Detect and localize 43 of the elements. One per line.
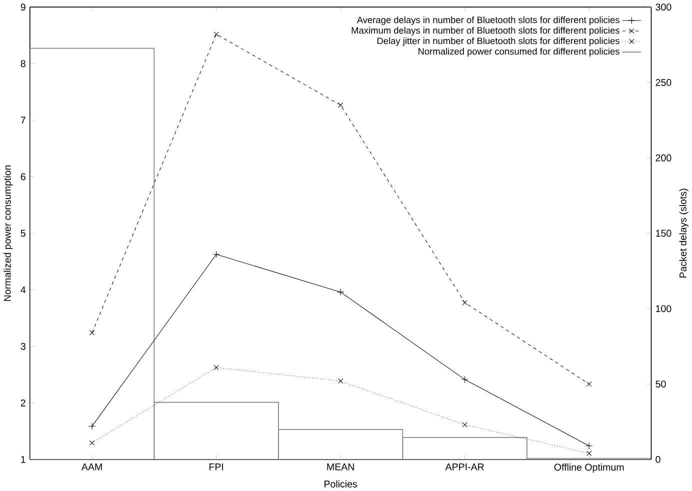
point [461,376,468,384]
x-tick-label: Offline Optimum [554,463,624,473]
y2-tick-label: 100 [656,305,672,312]
y2-axis-title: Packet delays (slots) [679,188,688,278]
y-tick-label: 2 [20,399,26,406]
y2-tick-label: 50 [656,380,666,388]
x-tick-label: FPI [209,463,224,470]
legend-label: Maximum delays in number of Bluetooth slots for different policies [352,26,620,36]
y-tick-label: 5 [20,230,26,237]
y2-tick-label: 150 [656,230,672,237]
y2-tick-label: 250 [656,78,672,86]
y-tick-label: 9 [20,4,26,10]
point [88,422,96,430]
y-tick-label: 8 [20,60,26,68]
point [214,32,219,37]
x-tick-label: MEAN [327,463,354,470]
point [214,364,219,370]
point [89,330,95,336]
legend-label: Average delays in number of Bluetooth slots for different policies [356,16,620,25]
legend-label: Delay jitter in number of Bluetooth slots for different policies [377,37,620,46]
point [586,442,593,450]
y2-tick-label: 200 [656,154,672,162]
point [338,378,344,384]
legend-label: Normalized power consumed for different policies [418,48,620,56]
y2-tick-label: 300 [656,4,672,10]
y2-tick-label: 0 [656,456,660,463]
x-tick-label: APPI-AR [445,463,484,470]
y-tick-label: 6 [20,173,26,180]
point [89,440,95,446]
point [337,288,344,296]
x-axis-title: Policies [324,480,358,488]
point [586,450,592,456]
point [338,102,344,108]
y-tick-label: 7 [20,116,26,124]
y-tick-label: 1 [21,456,26,463]
y-axis-title: Normalized power consumption [4,165,13,301]
y-tick-label: 3 [20,342,26,350]
point [462,300,468,306]
point [586,381,592,387]
x-tick-label: AAM [81,463,102,470]
point [212,250,220,258]
point [462,422,468,428]
y-tick-label: 4 [20,286,26,294]
